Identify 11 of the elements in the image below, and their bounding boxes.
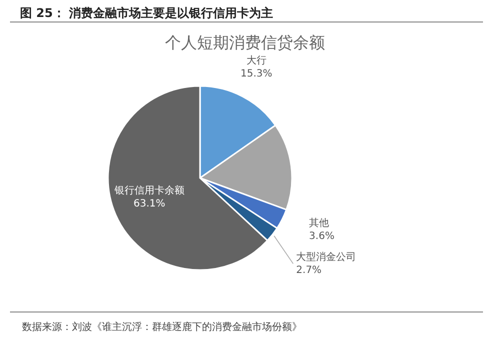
slice-label: 大型消金公司 <box>296 251 356 264</box>
data-label: 63.1% <box>134 198 166 210</box>
data-label: 15.3% <box>240 68 272 80</box>
chart-subtitle: 个人短期消费信贷余额 <box>165 33 325 52</box>
data-label: 3.6% <box>309 231 334 242</box>
source-note: 数据来源：刘波《谁主沉浮：群雄逐鹿下的消费金融市场份额》 <box>22 321 302 333</box>
slice-label: 其他 <box>309 217 330 230</box>
slice-label: 银行信用卡余额 <box>113 184 184 197</box>
slice-label: 大行 <box>246 54 266 66</box>
data-label: 2.7% <box>296 265 322 276</box>
chart-title: 图 25： 消费金融市场主要是以银行信用卡为主 <box>20 6 274 20</box>
